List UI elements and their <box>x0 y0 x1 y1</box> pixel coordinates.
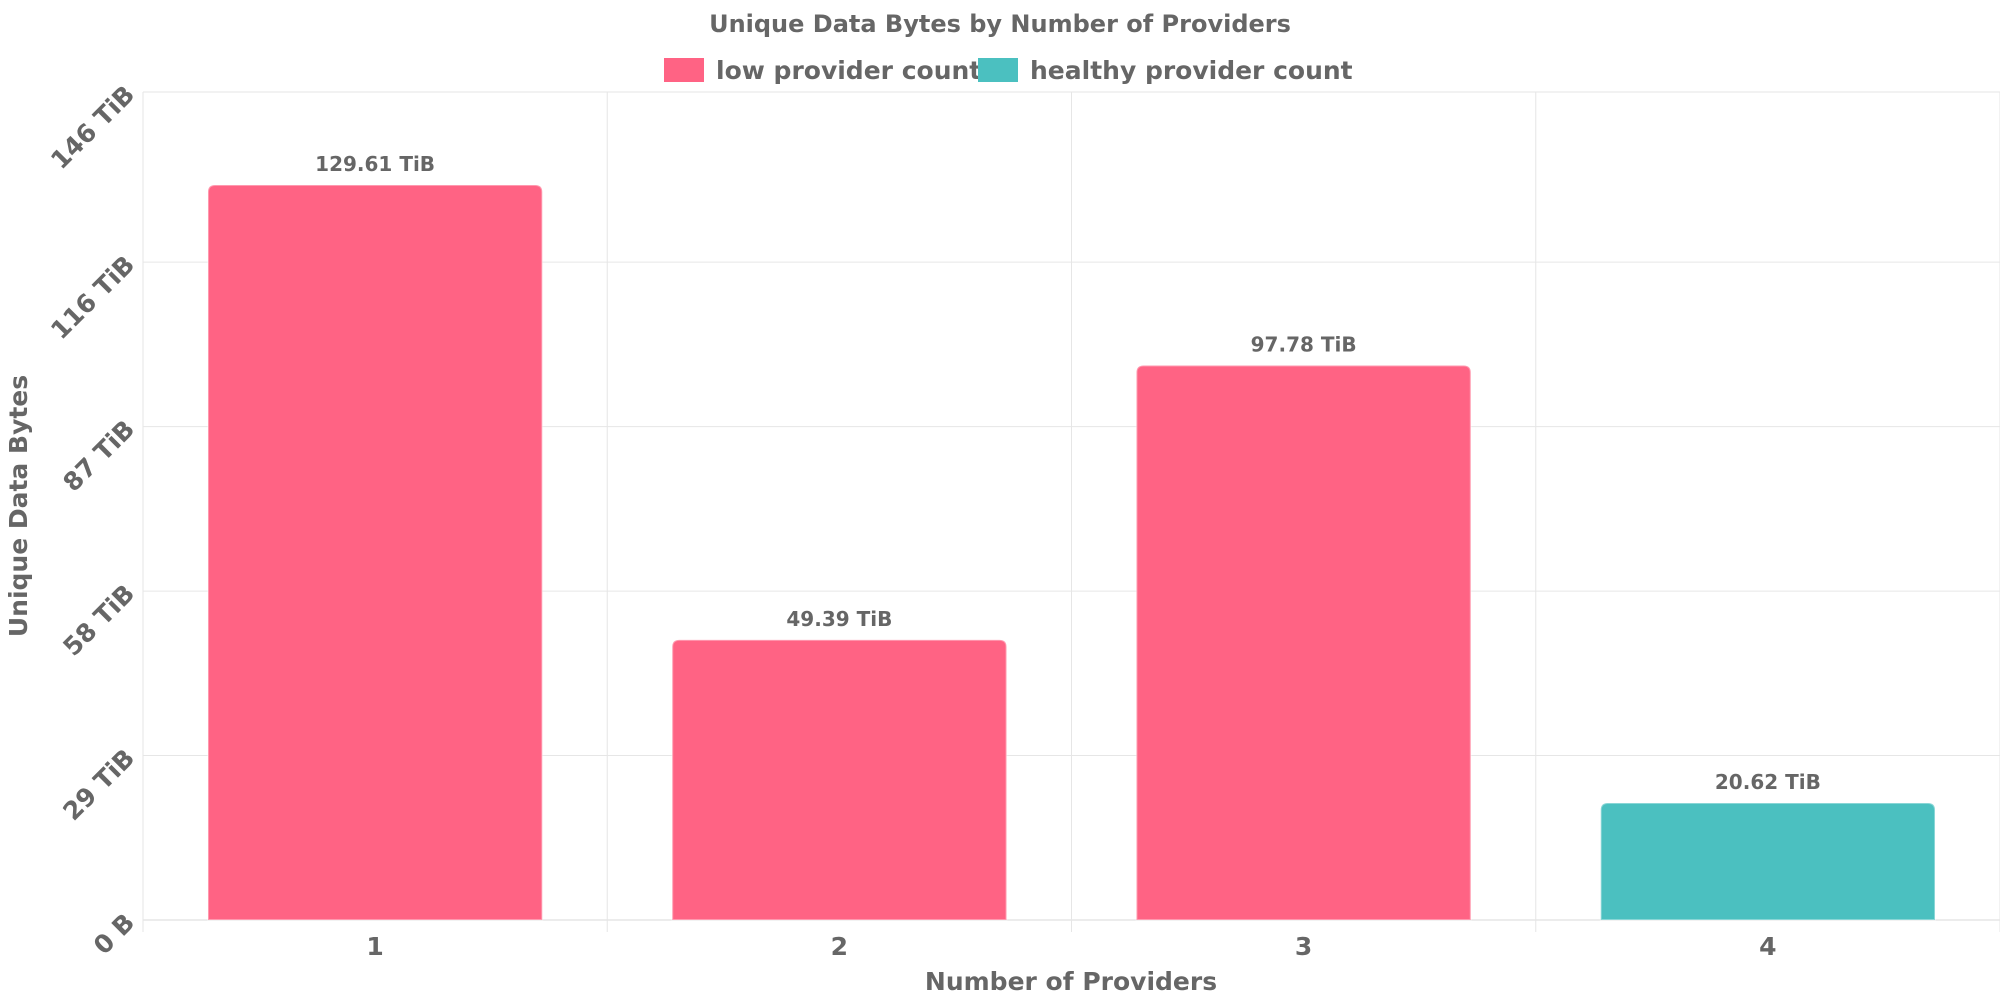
data-label-3: 97.78 TiB <box>1251 332 1357 356</box>
bars <box>206 183 1937 921</box>
y-tick-label: 116 TiB <box>45 250 140 345</box>
y-tick-label: 0 B <box>88 908 140 960</box>
legend-label-healthy: healthy provider count <box>1030 56 1353 85</box>
data-label-1: 129.61 TiB <box>315 152 435 176</box>
y-tick-label: 146 TiB <box>45 80 140 175</box>
y-tick-label: 87 TiB <box>57 414 140 497</box>
data-labels: 129.61 TiB 49.39 TiB 97.78 TiB 20.62 TiB <box>315 152 1821 794</box>
legend-swatch-low <box>664 58 704 82</box>
x-axis-title: Number of Providers <box>925 967 1217 996</box>
bar-4[interactable] <box>1599 802 1937 921</box>
legend-item-healthy[interactable]: healthy provider count <box>978 56 1353 85</box>
x-axis-ticks: 1 2 3 4 <box>366 932 1776 961</box>
y-axis-title: Unique Data Bytes <box>4 375 33 637</box>
x-tick-label: 3 <box>1295 932 1312 961</box>
y-axis-ticks: 0 B 29 TiB 58 TiB 87 TiB 116 TiB 146 TiB <box>45 80 140 960</box>
bar-3[interactable] <box>1135 364 1472 921</box>
x-tick-label: 4 <box>1759 932 1776 961</box>
bar-2[interactable] <box>671 638 1008 921</box>
legend-label-low: low provider count <box>716 56 981 85</box>
y-tick-label: 58 TiB <box>57 579 140 662</box>
bar-1[interactable] <box>206 183 544 921</box>
data-label-2: 49.39 TiB <box>786 607 892 631</box>
chart-title: Unique Data Bytes by Number of Providers <box>709 10 1291 38</box>
legend-item-low[interactable]: low provider count <box>664 56 981 85</box>
legend-swatch-healthy <box>978 58 1018 82</box>
y-tick-label: 29 TiB <box>57 743 140 826</box>
legend: low provider count healthy provider coun… <box>664 56 1353 85</box>
x-tick-label: 1 <box>366 932 383 961</box>
x-tick-label: 2 <box>831 932 848 961</box>
data-label-4: 20.62 TiB <box>1715 770 1821 794</box>
